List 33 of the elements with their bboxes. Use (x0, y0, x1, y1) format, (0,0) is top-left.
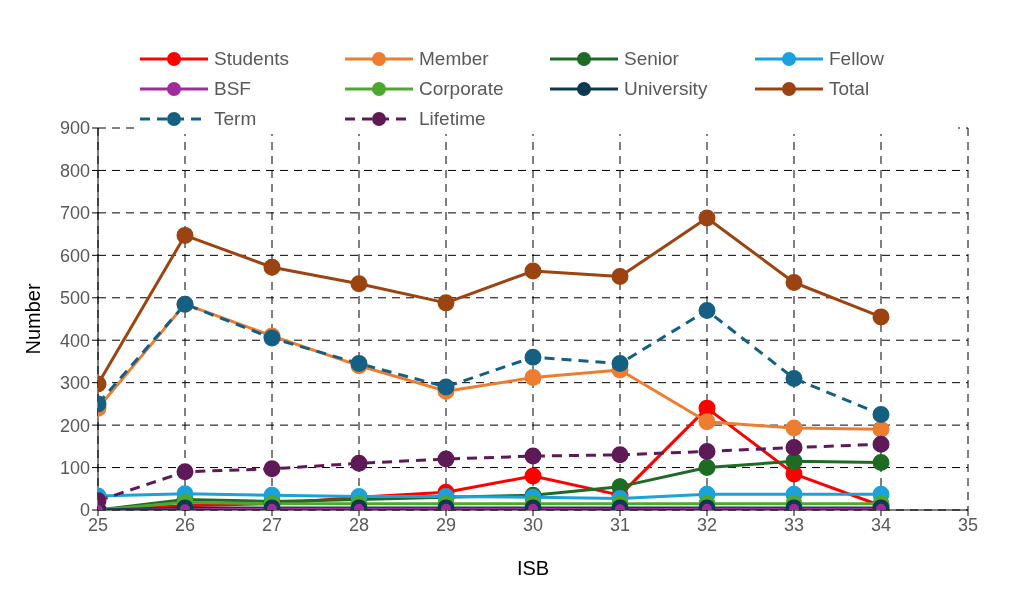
legend-label: Fellow (829, 48, 884, 70)
legend-label: BSF (214, 78, 251, 100)
y-tick-label: 400 (59, 330, 90, 351)
x-axis-title: ISB (516, 557, 550, 579)
y-tick-label: 200 (59, 415, 90, 436)
legend-label: Students (214, 48, 289, 70)
y-tick-label: 0 (79, 500, 90, 521)
y-tick-label: 100 (59, 457, 90, 478)
x-tick-label: 25 (87, 514, 109, 535)
x-tick-label: 29 (435, 514, 457, 535)
x-tick-label: 33 (783, 514, 805, 535)
legend-label: Term (214, 108, 257, 130)
legend-label: Member (419, 48, 489, 70)
y-tick-label: 500 (59, 288, 90, 309)
y-axis-title: Number (22, 283, 45, 355)
x-tick-label: 26 (174, 514, 196, 535)
x-tick-label: 28 (348, 514, 370, 535)
legend-label: Lifetime (419, 108, 486, 130)
x-tick-label: 30 (522, 514, 544, 535)
y-tick-label: 300 (59, 373, 90, 394)
y-tick-label: 700 (59, 203, 90, 224)
x-tick-label: 31 (609, 514, 631, 535)
x-tick-label: 34 (870, 514, 892, 535)
y-tick-label: 800 (59, 160, 90, 181)
y-tick-label: 600 (59, 245, 90, 266)
x-tick-label: 35 (957, 514, 979, 535)
legend-label: University (624, 78, 708, 100)
legend-label: Total (829, 78, 870, 100)
x-tick-label: 32 (696, 514, 718, 535)
y-tick-label: 900 (59, 118, 90, 139)
x-tick-label: 27 (261, 514, 283, 535)
legend-label: Senior (624, 48, 679, 70)
legend-label: Corporate (419, 78, 504, 100)
